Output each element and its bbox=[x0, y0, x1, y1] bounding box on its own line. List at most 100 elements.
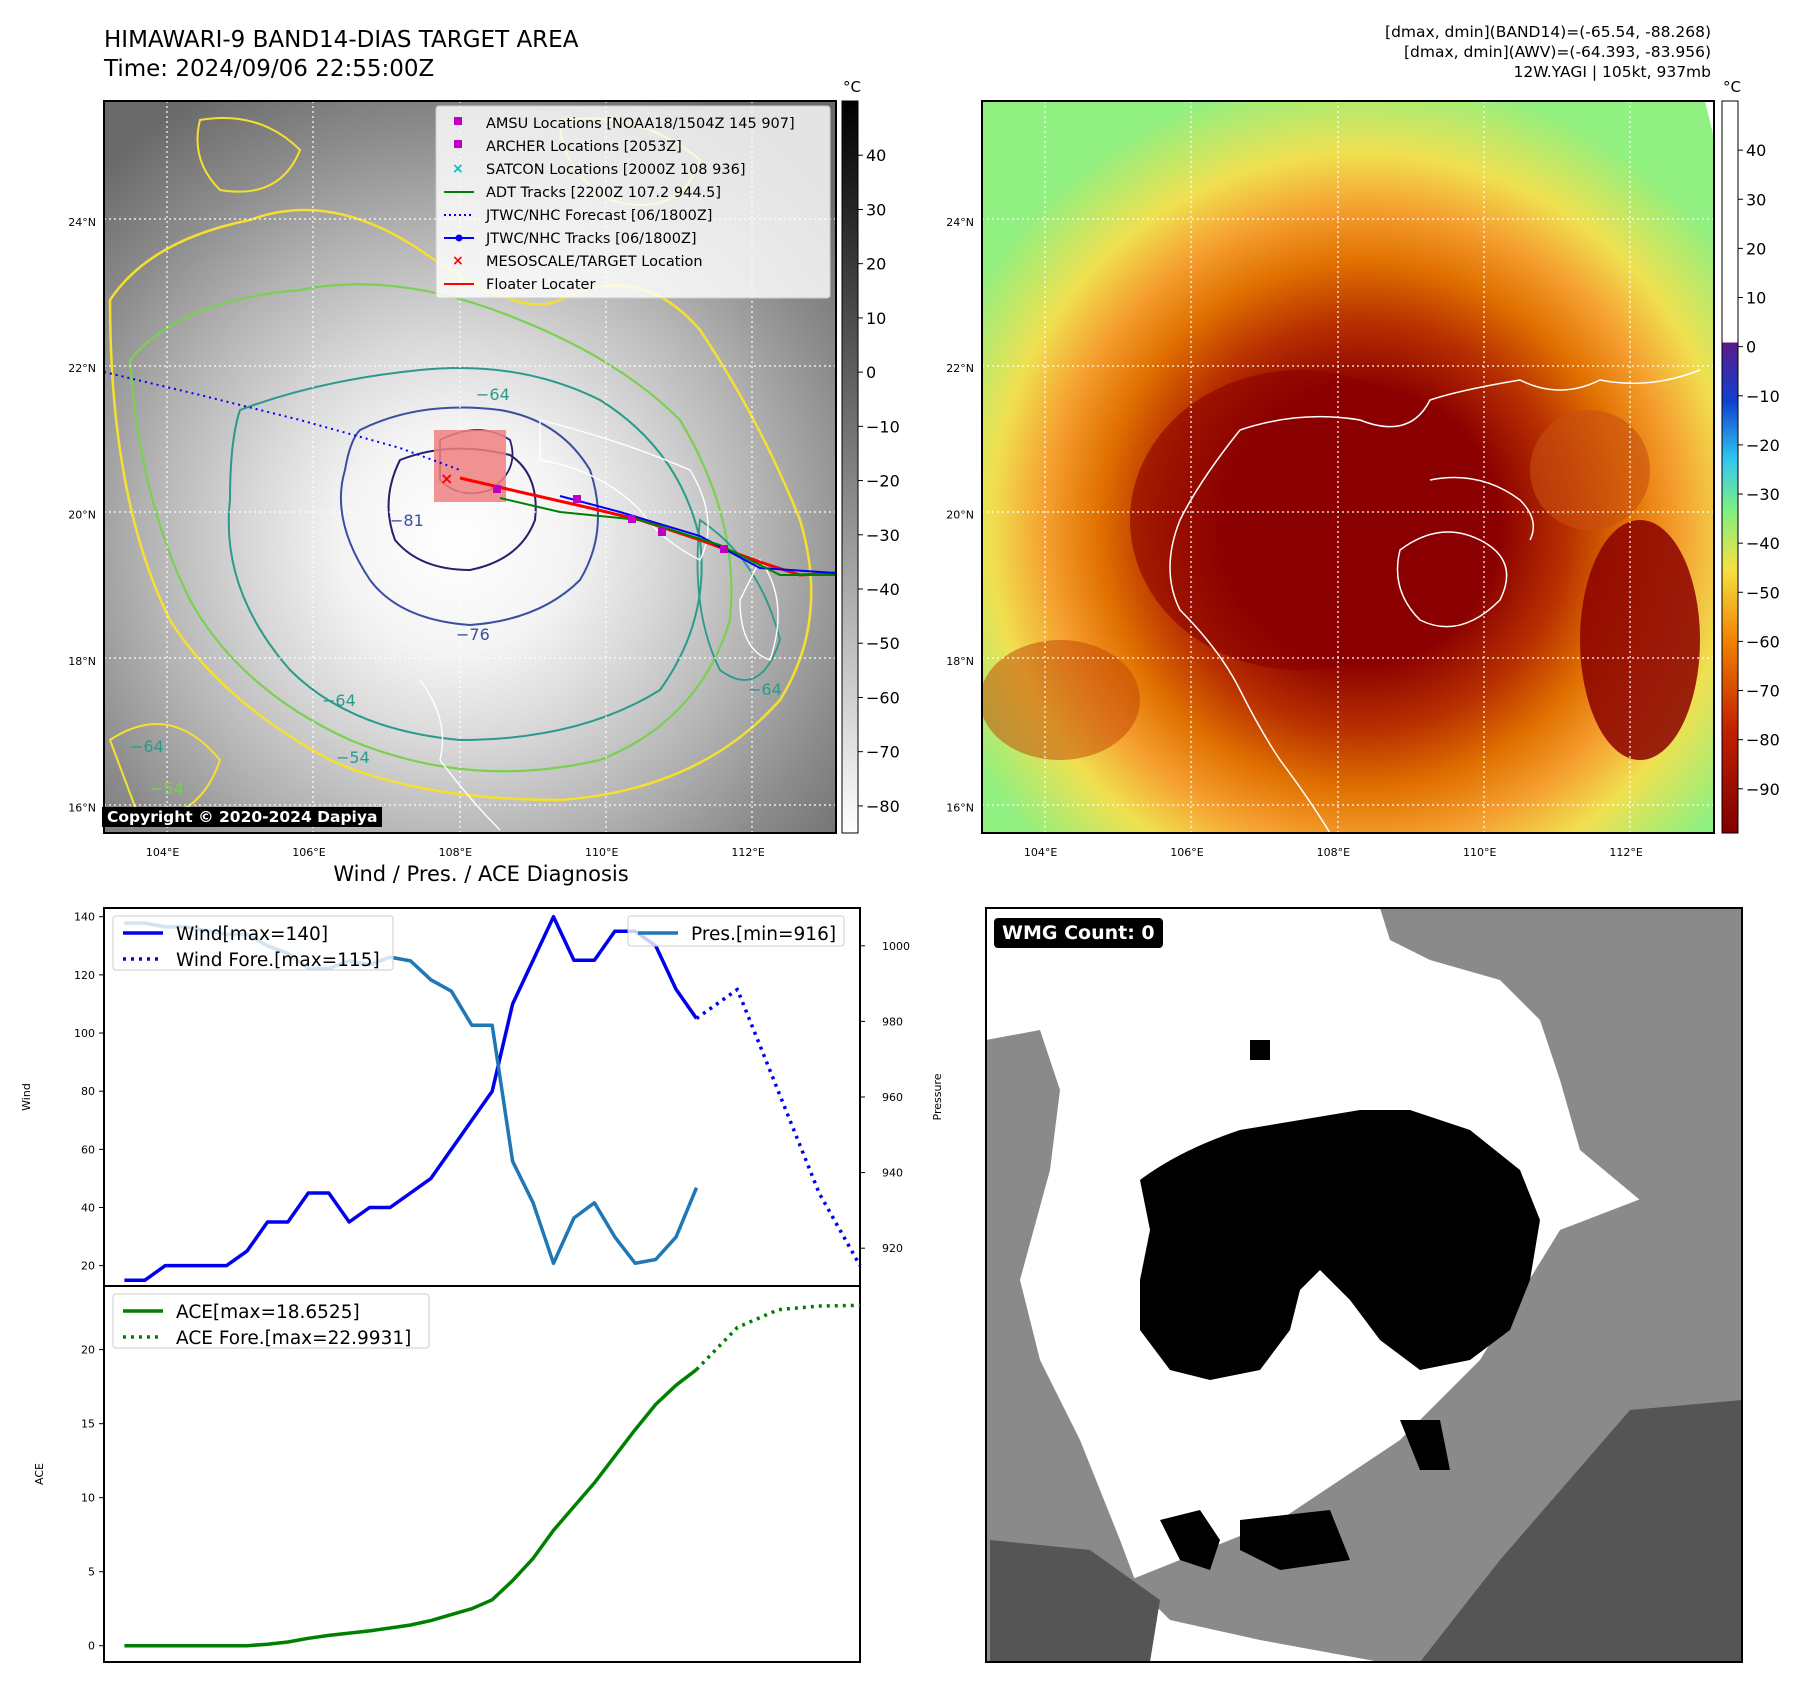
y2-tick-label: 940 bbox=[882, 1167, 903, 1180]
wind-axis-label: Wind bbox=[20, 1083, 33, 1111]
storm-tracks: × bbox=[104, 371, 836, 577]
awv-map-panel: °C 40 30 20 10 0 −10 −20 −30 −40 −50 −60 −70 −80 −90 bbox=[981, 78, 1780, 834]
lat-label: 20°N bbox=[68, 509, 96, 522]
legend-label: JTWC/NHC Tracks [06/1800Z] bbox=[485, 231, 697, 247]
y-tick-label: 15 bbox=[81, 1418, 95, 1431]
series-line bbox=[124, 1368, 698, 1648]
wind-legend: Wind[max=140] Wind Fore.[max=115] bbox=[112, 915, 394, 971]
info-awv: [dmax, dmin](AWV)=(-64.393, -83.956) bbox=[1404, 43, 1711, 61]
lat-label: 22°N bbox=[946, 362, 974, 375]
awv-map-frame bbox=[981, 100, 1715, 834]
map-axis-labels: 24°N 22°N 20°N 18°N 16°N 104°E 106°E 108°E 110°E… bbox=[68, 216, 1643, 859]
lat-label: 22°N bbox=[68, 362, 96, 375]
wmg-dark-region-se bbox=[1420, 1400, 1742, 1662]
legend-label: Pres.[min=916] bbox=[691, 924, 836, 945]
lon-label: 112°E bbox=[1609, 846, 1642, 859]
copyright-label: Copyright © 2020-2024 Dapiya bbox=[102, 807, 383, 827]
colorbar-tick-label: 30 bbox=[866, 200, 886, 219]
ir-contour-labels: −64 −81 −76 −64 −54 −64 −64 −54 bbox=[130, 385, 782, 798]
colorbar-tick-label: −60 bbox=[866, 688, 900, 707]
colorbar-tick-label: 40 bbox=[866, 146, 886, 165]
legend-entry-forecast: JTWC/NHC Forecast [06/1800Z] bbox=[444, 208, 712, 224]
y-tick-label: 20 bbox=[81, 1344, 95, 1357]
colorbar-tick-label: −50 bbox=[1746, 583, 1780, 602]
colorbar-tick-label: −70 bbox=[866, 743, 900, 762]
wmg-core-region bbox=[1140, 1110, 1540, 1380]
colorbar-tick-label: −50 bbox=[866, 634, 900, 653]
lon-label: 104°E bbox=[1024, 846, 1057, 859]
wmg-cells bbox=[1160, 1040, 1450, 1570]
diagnosis-title: Wind / Pres. / ACE Diagnosis bbox=[333, 862, 629, 886]
lon-label: 108°E bbox=[439, 846, 472, 859]
wmg-gray-region-ne bbox=[1380, 908, 1742, 1250]
colorbar-tick-label: 10 bbox=[866, 309, 886, 328]
lon-label: 112°E bbox=[731, 846, 764, 859]
y-tick-label: 10 bbox=[81, 1492, 95, 1505]
y-tick-label: 0 bbox=[88, 1640, 95, 1653]
lon-label: 108°E bbox=[1317, 846, 1350, 859]
storm-info: [dmax, dmin](BAND14)=(-65.54, -88.268) [… bbox=[1385, 22, 1711, 82]
ir-map-frame bbox=[103, 100, 837, 834]
colorbar-tick-label: 20 bbox=[866, 255, 886, 274]
ace-axis-label: ACE bbox=[33, 1463, 46, 1485]
y2-tick-label: 960 bbox=[882, 1091, 903, 1104]
colorbar-tick-label: 20 bbox=[1746, 239, 1766, 258]
awv-colorbar-ticks: 40 30 20 10 0 −10 −20 −30 −40 −50 −60 −70 −80 −90 bbox=[1738, 141, 1780, 799]
ace-frame bbox=[103, 1285, 861, 1663]
ir-map-panel: × −64 −81 −76 −64 −54 −64 −64 −54 AMSU L… bbox=[103, 78, 900, 834]
contour-label: −54 bbox=[336, 748, 370, 767]
contour-label: −64 bbox=[476, 385, 510, 404]
diagnosis-panel: Wind Pressure ACE 2040608010012014092094… bbox=[20, 907, 944, 1663]
colorbar-tick-label: −40 bbox=[1746, 534, 1780, 553]
info-band14: [dmax, dmin](BAND14)=(-65.54, -88.268) bbox=[1385, 23, 1711, 41]
legend-label: ADT Tracks [2200Z 107.2 944.5] bbox=[486, 185, 721, 201]
lat-label: 24°N bbox=[68, 216, 96, 229]
wmg-gray-region-w bbox=[986, 1030, 1150, 1662]
jtwc-track bbox=[559, 495, 836, 574]
legend-label: ACE Fore.[max=22.9931] bbox=[176, 1328, 411, 1349]
wmg-panel bbox=[985, 907, 1743, 1663]
legend-label: Wind[max=140] bbox=[176, 924, 328, 945]
legend-label: ACE[max=18.6525] bbox=[176, 1302, 360, 1323]
series-line bbox=[124, 914, 698, 1282]
awv-features bbox=[982, 369, 1701, 833]
awv-gridlines bbox=[982, 101, 1714, 833]
contour-label: −76 bbox=[456, 625, 490, 644]
colorbar-tick-label: 30 bbox=[1746, 190, 1766, 209]
y2-tick-label: 920 bbox=[882, 1242, 903, 1255]
wind-pressure-chart: 20 40 60 80 100 120 140 920 940 960 980 1000 bbox=[74, 911, 910, 1282]
title-line-2: Time: 2024/09/06 22:55:00Z bbox=[104, 56, 435, 82]
pressure-axis-label: Pressure bbox=[931, 1073, 944, 1120]
colorbar-tick-label: −70 bbox=[1746, 682, 1780, 701]
lat-label: 16°N bbox=[946, 801, 974, 814]
ace-chart: 0 5 10 15 20 bbox=[81, 1303, 861, 1653]
svg-text:×: × bbox=[452, 253, 464, 269]
colorbar-tick-label: −30 bbox=[1746, 485, 1780, 504]
awv-colorbar bbox=[1721, 100, 1739, 834]
lon-label: 106°E bbox=[1170, 846, 1203, 859]
legend-label: ARCHER Locations [2053Z] bbox=[486, 139, 682, 155]
lat-label: 24°N bbox=[946, 216, 974, 229]
contour-label: −64 bbox=[130, 737, 164, 756]
colorbar-tick-label: −20 bbox=[866, 472, 900, 491]
legend-label: AMSU Locations [NOAA18/1504Z 145 907] bbox=[486, 116, 795, 132]
legend-entry-amsu: AMSU Locations [NOAA18/1504Z 145 907] bbox=[454, 116, 795, 132]
colorbar-tick-label: 0 bbox=[866, 363, 876, 382]
ir-colorbar-unit: °C bbox=[843, 78, 861, 96]
adt-track bbox=[499, 497, 836, 576]
colorbar-tick-label: −20 bbox=[1746, 436, 1780, 455]
legend-label: Floater Locater bbox=[486, 277, 595, 293]
legend-label: JTWC/NHC Forecast [06/1800Z] bbox=[485, 208, 712, 224]
y-tick-label: 80 bbox=[81, 1085, 95, 1098]
wmg-frame bbox=[985, 907, 1743, 1663]
y-tick-label: 60 bbox=[81, 1143, 95, 1156]
series-line bbox=[695, 987, 862, 1267]
legend-entry-archer: ARCHER Locations [2053Z] bbox=[454, 139, 682, 155]
y-tick-label: 120 bbox=[74, 969, 95, 982]
figure-title: HIMAWARI-9 BAND14-DIAS TARGET AREA Time: … bbox=[104, 26, 578, 84]
lon-label: 110°E bbox=[585, 846, 618, 859]
ir-colorbar bbox=[841, 100, 859, 834]
colorbar-tick-label: −60 bbox=[1746, 632, 1780, 651]
colorbar-tick-label: 40 bbox=[1746, 141, 1766, 160]
